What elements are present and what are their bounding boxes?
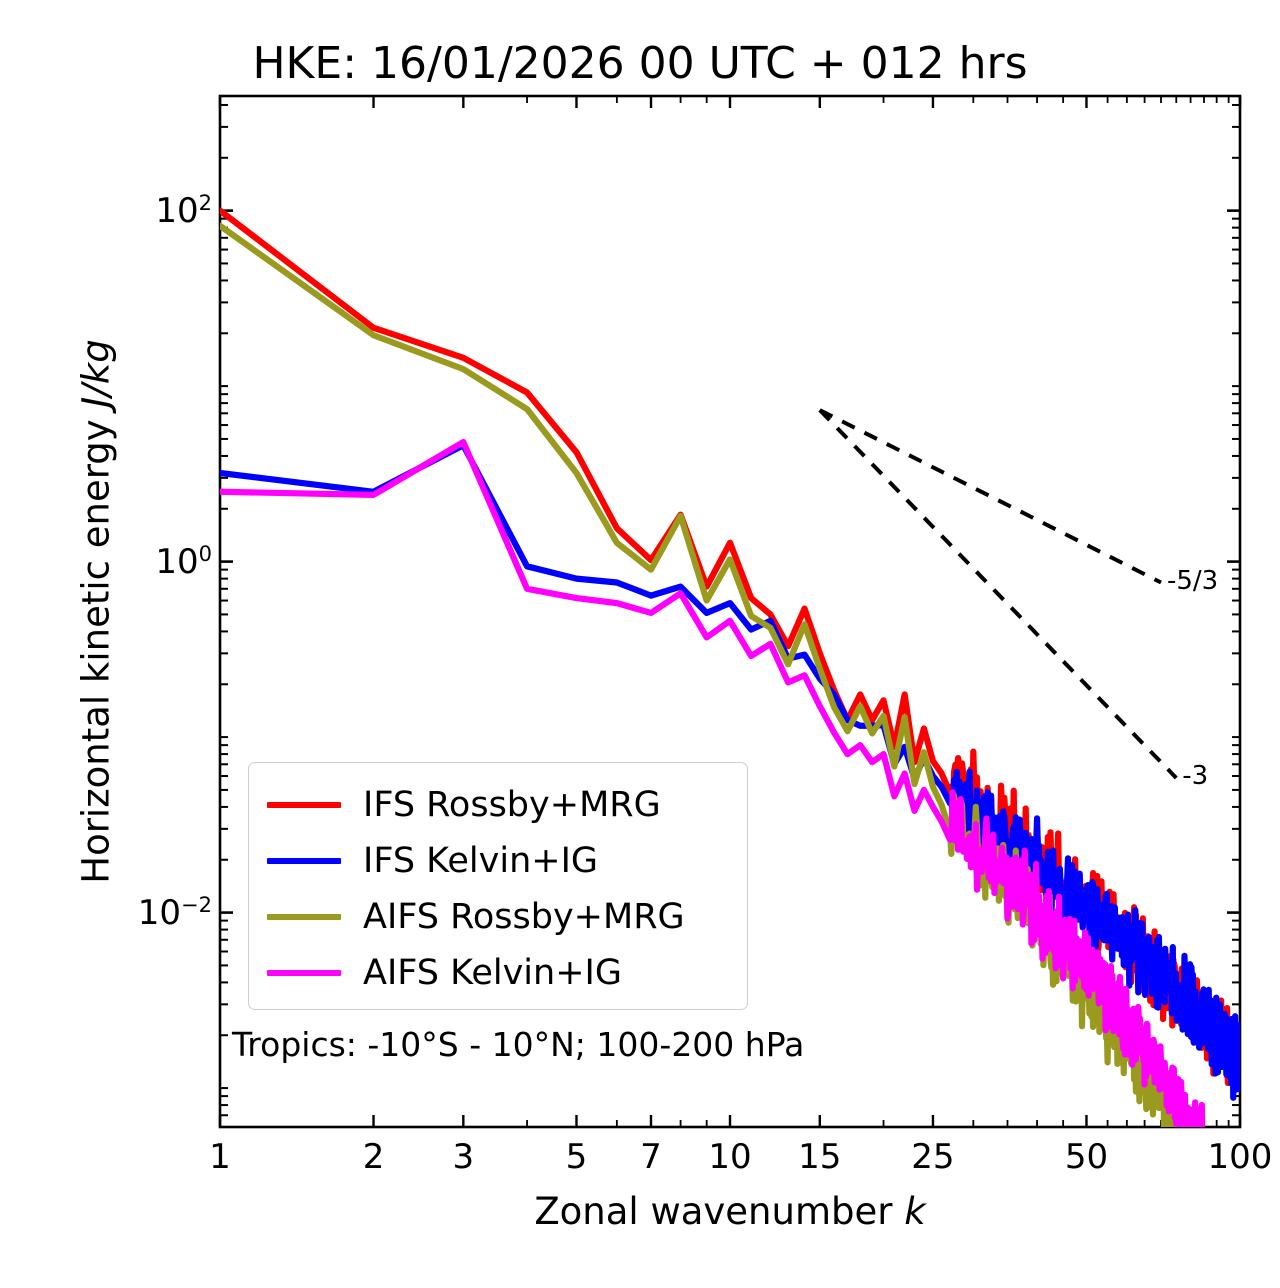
legend-swatch-aifs-kelvin-ig — [267, 970, 341, 976]
x-tick-label: 10 — [708, 1137, 752, 1177]
legend-label-ifs-kelvin-ig: IFS Kelvin+IG — [363, 840, 599, 881]
legend-item: AIFS Kelvin+IG — [267, 945, 729, 1001]
x-axis-label: Zonal wavenumber k — [220, 1190, 1240, 1233]
legend-swatch-aifs-rossby-mrg — [267, 914, 341, 920]
x-tick-label: 3 — [452, 1137, 475, 1177]
legend-item: AIFS Rossby+MRG — [267, 889, 729, 945]
reference-slope-lines — [818, 408, 1178, 780]
x-tick-label: 100 — [1207, 1137, 1273, 1177]
x-tick-label: 25 — [911, 1137, 955, 1177]
y-tick-label: 100 — [155, 541, 212, 582]
legend-swatch-ifs-kelvin-ig — [267, 858, 341, 864]
legend-label-ifs-rossby-mrg: IFS Rossby+MRG — [363, 784, 661, 825]
legend-label-aifs-kelvin-ig: AIFS Kelvin+IG — [363, 952, 622, 993]
legend-swatch-ifs-rossby-mrg — [267, 802, 341, 808]
chart-legend[interactable]: IFS Rossby+MRG IFS Kelvin+IG AIFS Rossby… — [248, 762, 748, 1010]
x-tick-label: 7 — [640, 1137, 662, 1177]
y-tick-label: 10−2 — [137, 892, 212, 933]
x-tick-label: 5 — [565, 1137, 588, 1177]
x-axis-label-plain: Zonal wavenumber — [534, 1190, 905, 1233]
region-annotation: Tropics: -10°S - 10°N; 100-200 hPa — [232, 1025, 805, 1064]
slope-label: -5/3 — [1167, 565, 1219, 596]
x-axis-label-symbol: k — [904, 1190, 926, 1233]
x-tick-label: 1 — [209, 1137, 231, 1177]
data-series-layer — [220, 207, 1240, 1127]
x-tick-label: 2 — [362, 1137, 385, 1177]
legend-label-aifs-rossby-mrg: AIFS Rossby+MRG — [363, 896, 685, 937]
x-tick-label: 50 — [1064, 1137, 1109, 1177]
legend-item: IFS Rossby+MRG — [267, 777, 729, 833]
x-tick-label: 15 — [798, 1137, 842, 1177]
slope-label: -3 — [1182, 760, 1209, 791]
legend-item: IFS Kelvin+IG — [267, 833, 729, 889]
y-tick-label: 102 — [155, 190, 212, 231]
chart-title: HKE: 16/01/2026 00 UTC + 012 hrs — [252, 38, 1028, 89]
